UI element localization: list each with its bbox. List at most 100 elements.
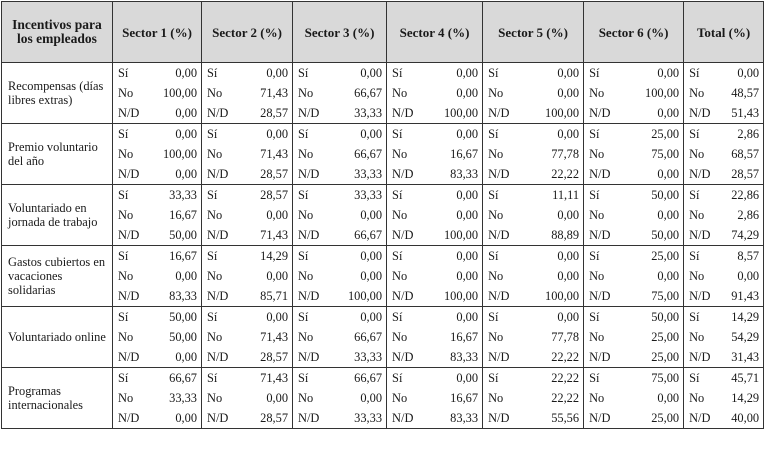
response-key: No [386, 83, 415, 103]
sector-value: 0,00 [140, 103, 203, 124]
total-value: 2,86 [711, 205, 764, 225]
sector-value: 33,33 [320, 164, 388, 185]
sector-value: 0,00 [414, 62, 484, 83]
table-body: Recompensas (días libres extras) Sí 0,00 Sí… [1, 62, 764, 429]
sector-value: 16,67 [414, 388, 484, 408]
response-key: Sí [112, 184, 141, 205]
sector-value: 0,00 [513, 205, 585, 225]
total-value: 91,43 [711, 286, 764, 307]
response-key: No [386, 205, 415, 225]
sector-value: 66,67 [320, 83, 388, 103]
sector-value: 75,00 [611, 144, 685, 164]
sector-value: 66,67 [320, 225, 388, 246]
response-key: Sí [683, 306, 712, 327]
response-key: Sí [386, 184, 415, 205]
sector-value: 0,00 [320, 388, 388, 408]
response-key: N/D [386, 103, 415, 124]
response-key: Sí [482, 245, 514, 266]
total-value: 54,29 [711, 327, 764, 347]
response-key: N/D [683, 347, 712, 368]
response-key: N/D [482, 164, 514, 185]
response-key: Sí [683, 367, 712, 388]
response-key: Sí [112, 62, 141, 83]
sector-value: 25,00 [611, 408, 685, 429]
response-key: Sí [386, 306, 415, 327]
table-row: N/D 50,00 N/D 71,43 N/D 66,67 N/D 100,00 N/D 88,8… [2, 225, 764, 246]
response-key: No [683, 205, 712, 225]
response-key: No [683, 144, 712, 164]
response-key: No [292, 83, 321, 103]
response-key: N/D [683, 103, 712, 124]
sector-value: 50,00 [140, 306, 203, 327]
sector-value: 16,67 [414, 144, 484, 164]
response-key: No [583, 83, 612, 103]
total-value: 45,71 [711, 367, 764, 388]
sector-value: 100,00 [513, 286, 585, 307]
sector-value: 0,00 [229, 266, 294, 286]
sector-value: 71,43 [229, 327, 294, 347]
table-row: No 0,00 No 0,00 No 0,00 No 0,00 No 0,00 No 0,00 No 0,… [2, 266, 764, 286]
sector-value: 50,00 [140, 225, 203, 246]
response-key: No [201, 205, 230, 225]
response-key: No [112, 205, 141, 225]
table-row: N/D 83,33 N/D 85,71 N/D 100,00 N/D 100,00 N/D 100… [2, 286, 764, 307]
response-key: N/D [201, 347, 230, 368]
response-key: No [201, 266, 230, 286]
response-key: N/D [112, 103, 141, 124]
sector-value: 22,22 [513, 388, 585, 408]
response-key: No [112, 327, 141, 347]
sector-value: 0,00 [140, 266, 203, 286]
response-key: Sí [386, 123, 415, 144]
total-value: 0,00 [711, 62, 764, 83]
sector-value: 25,00 [611, 347, 685, 368]
sector-value: 75,00 [611, 286, 685, 307]
response-key: N/D [683, 408, 712, 429]
response-key: Sí [292, 123, 321, 144]
response-key: N/D [583, 164, 612, 185]
sector-value: 33,33 [140, 388, 203, 408]
total-value: 14,29 [711, 388, 764, 408]
header-sector-3: Sector 3 (%) [292, 1, 388, 63]
incentive-label: Recompensas (días libres extras) [1, 62, 113, 124]
table-row: No 16,67 No 0,00 No 0,00 No 0,00 No 0,00 No 0,00 No 2… [2, 205, 764, 225]
response-key: N/D [583, 103, 612, 124]
total-value: 31,43 [711, 347, 764, 368]
response-key: N/D [386, 286, 415, 307]
response-key: N/D [683, 286, 712, 307]
sector-value: 33,33 [320, 184, 388, 205]
sector-value: 0,00 [320, 266, 388, 286]
sector-value: 28,57 [229, 103, 294, 124]
response-key: N/D [386, 408, 415, 429]
sector-value: 77,78 [513, 327, 585, 347]
total-value: 48,57 [711, 83, 764, 103]
sector-value: 66,67 [320, 144, 388, 164]
sector-value: 0,00 [513, 245, 585, 266]
response-key: No [386, 144, 415, 164]
response-key: No [386, 327, 415, 347]
response-key: No [583, 144, 612, 164]
header-sector-6: Sector 6 (%) [583, 1, 685, 63]
response-key: N/D [482, 103, 514, 124]
response-key: N/D [583, 286, 612, 307]
response-key: No [683, 83, 712, 103]
response-key: Sí [583, 62, 612, 83]
response-key: Sí [201, 123, 230, 144]
sector-value: 88,89 [513, 225, 585, 246]
response-key: No [201, 327, 230, 347]
response-key: N/D [482, 408, 514, 429]
total-value: 68,57 [711, 144, 764, 164]
sector-value: 0,00 [611, 164, 685, 185]
header-row: Incentivos para los empleados Sector 1 (… [1, 1, 764, 63]
response-key: Sí [292, 62, 321, 83]
sector-value: 71,43 [229, 367, 294, 388]
response-key: No [386, 388, 415, 408]
sector-value: 22,22 [513, 347, 585, 368]
response-key: Sí [292, 306, 321, 327]
response-key: N/D [292, 225, 321, 246]
table-row: Voluntariado en jornada de trabajo Sí 33,3… [1, 184, 764, 246]
sector-value: 0,00 [320, 306, 388, 327]
response-key: N/D [201, 225, 230, 246]
sector-value: 66,67 [320, 367, 388, 388]
sector-value: 0,00 [140, 408, 203, 429]
response-key: Sí [583, 184, 612, 205]
